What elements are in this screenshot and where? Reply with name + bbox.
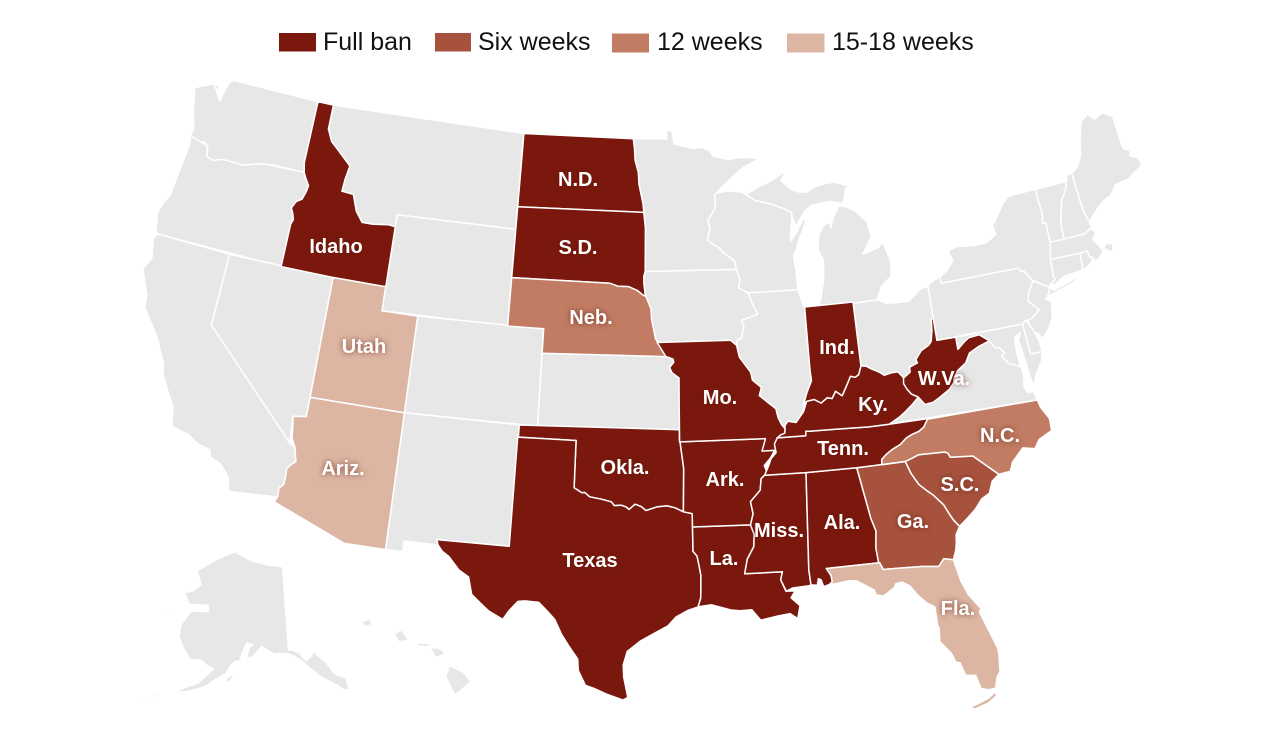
svg-text:N.D.: N.D.	[558, 169, 598, 191]
svg-text:Ark.: Ark.	[706, 469, 745, 491]
svg-text:Mo.: Mo.	[703, 387, 737, 409]
svg-text:Ind.: Ind.	[819, 337, 855, 359]
svg-text:N.C.: N.C.	[980, 425, 1020, 447]
svg-text:S.D.: S.D.	[559, 237, 598, 259]
svg-text:La.: La.	[710, 548, 739, 570]
svg-text:Idaho: Idaho	[309, 236, 362, 258]
svg-text:Fla.: Fla.	[941, 598, 975, 620]
svg-text:Okla.: Okla.	[601, 457, 650, 479]
svg-text:15-18 weeks: 15-18 weeks	[832, 28, 974, 56]
svg-text:S.C.: S.C.	[941, 474, 980, 496]
svg-text:W.Va.: W.Va.	[918, 368, 970, 390]
svg-text:Ala.: Ala.	[824, 512, 861, 534]
svg-text:Ga.: Ga.	[897, 511, 929, 533]
svg-text:Tenn.: Tenn.	[817, 438, 869, 460]
svg-text:Utah: Utah	[342, 336, 386, 358]
svg-text:Texas: Texas	[562, 550, 617, 572]
svg-text:Full ban: Full ban	[323, 28, 412, 56]
svg-text:Neb.: Neb.	[569, 307, 612, 329]
svg-text:Six weeks: Six weeks	[478, 28, 591, 56]
svg-text:Miss.: Miss.	[754, 520, 804, 542]
svg-text:Ky.: Ky.	[858, 394, 888, 416]
svg-text:Ariz.: Ariz.	[321, 458, 364, 480]
svg-text:12 weeks: 12 weeks	[657, 28, 763, 56]
